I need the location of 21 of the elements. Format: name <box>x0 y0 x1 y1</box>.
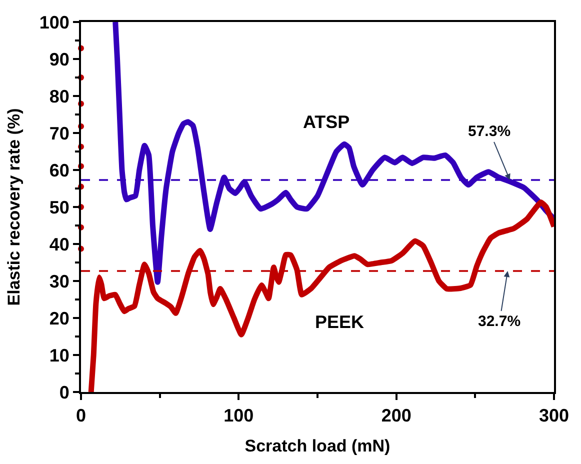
x-axis-title: Scratch load (mN) <box>244 436 390 456</box>
y-tick-label: 20 <box>49 308 70 328</box>
y-axis-title: Elastic recovery rate (%) <box>4 108 24 306</box>
y-tick-label: 0 <box>59 382 70 402</box>
annotation: ATSP <box>303 112 350 132</box>
annotation: 57.3% <box>468 123 511 140</box>
annotation: PEEK <box>315 312 364 332</box>
x-tick-label: 200 <box>381 406 412 426</box>
y-tick-label: 70 <box>49 123 70 144</box>
y-tick-label: 90 <box>49 49 70 70</box>
y-tick-label: 40 <box>49 234 70 254</box>
y-tick-label: 30 <box>49 271 70 292</box>
y-tick-label: 60 <box>49 160 70 180</box>
x-tick-label: 100 <box>224 406 254 426</box>
y-tick-label: 10 <box>49 345 70 366</box>
x-tick-label: 0 <box>76 406 86 426</box>
annotation: 32.7% <box>478 313 521 330</box>
x-tick-label: 300 <box>538 406 570 426</box>
y-tick-label: 100 <box>39 12 70 32</box>
y-tick-label: 50 <box>49 197 70 218</box>
y-tick-label: 80 <box>49 86 70 106</box>
